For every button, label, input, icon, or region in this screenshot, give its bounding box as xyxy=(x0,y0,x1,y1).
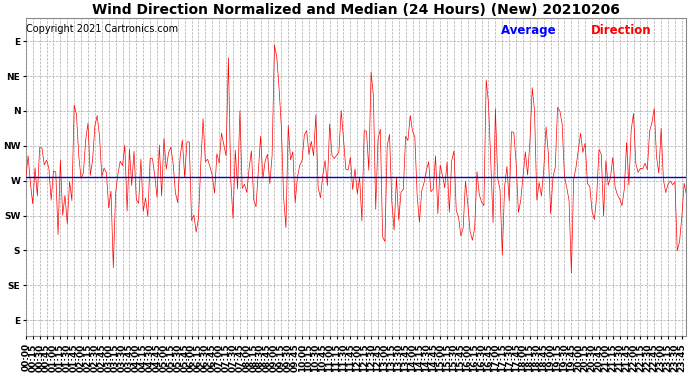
Text: Direction: Direction xyxy=(591,24,651,37)
Text: Copyright 2021 Cartronics.com: Copyright 2021 Cartronics.com xyxy=(26,24,179,34)
Title: Wind Direction Normalized and Median (24 Hours) (New) 20210206: Wind Direction Normalized and Median (24… xyxy=(92,3,620,17)
Text: Average: Average xyxy=(502,24,560,37)
